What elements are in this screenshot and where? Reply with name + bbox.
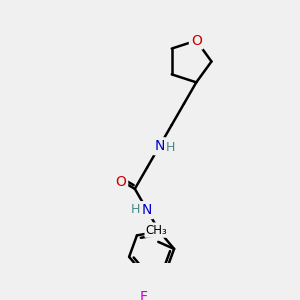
Text: F: F bbox=[140, 290, 148, 300]
Text: H: H bbox=[166, 142, 176, 154]
Text: O: O bbox=[115, 175, 126, 189]
Text: CH₃: CH₃ bbox=[146, 224, 167, 237]
Text: N: N bbox=[154, 139, 165, 153]
Text: H: H bbox=[131, 203, 140, 216]
Text: N: N bbox=[142, 203, 152, 217]
Text: O: O bbox=[191, 34, 202, 48]
